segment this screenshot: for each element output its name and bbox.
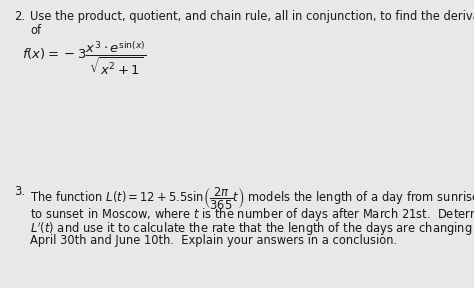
Text: $f(x) = -3\dfrac{x^3 \cdot e^{\sin(x)}}{\sqrt{x^2+1}}$: $f(x) = -3\dfrac{x^3 \cdot e^{\sin(x)}}{…: [22, 40, 147, 77]
Text: 3.: 3.: [14, 185, 25, 198]
Text: Use the product, quotient, and chain rule, all in conjunction, to find the deriv: Use the product, quotient, and chain rul…: [30, 10, 474, 23]
Text: to sunset in Moscow, where $t$ is the number of days after March 21st.  Determin: to sunset in Moscow, where $t$ is the nu…: [30, 206, 474, 223]
Text: of: of: [30, 24, 41, 37]
Text: The function $L(t) = 12 + 5.5\sin\!\left(\dfrac{2\pi}{365}t\right)$ models the l: The function $L(t) = 12 + 5.5\sin\!\left…: [30, 185, 474, 211]
Text: $L'(t)$ and use it to calculate the rate that the length of the days are changin: $L'(t)$ and use it to calculate the rate…: [30, 220, 474, 238]
Text: 2.: 2.: [14, 10, 25, 23]
Text: April 30th and June 10th.  Explain your answers in a conclusion.: April 30th and June 10th. Explain your a…: [30, 234, 397, 247]
